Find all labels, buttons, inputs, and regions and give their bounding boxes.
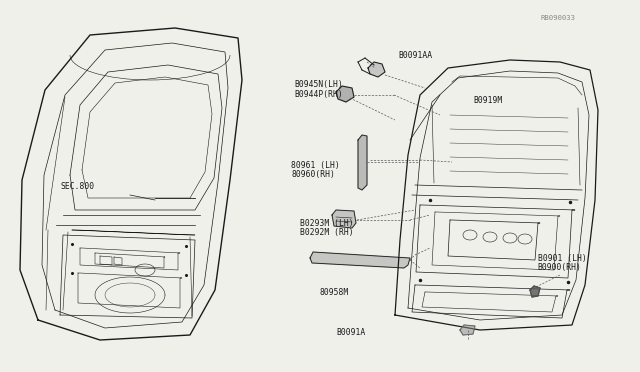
Polygon shape [530,286,540,297]
Text: 80960(RH): 80960(RH) [291,170,335,179]
Polygon shape [358,135,367,190]
Text: B0091A: B0091A [336,328,365,337]
Text: RB090033: RB090033 [541,15,576,21]
Polygon shape [310,252,410,268]
Text: B0901 (LH): B0901 (LH) [538,254,586,263]
Text: 80961 (LH): 80961 (LH) [291,161,340,170]
Text: B0292M (RH): B0292M (RH) [300,228,353,237]
Polygon shape [460,325,475,335]
Text: SEC.800: SEC.800 [61,182,95,190]
Text: B0293M (LH): B0293M (LH) [300,219,353,228]
Polygon shape [368,62,385,77]
Text: 80958M: 80958M [320,288,349,296]
Text: B0945N(LH): B0945N(LH) [294,80,343,89]
Text: B0919M: B0919M [474,96,503,105]
Text: B0900(RH): B0900(RH) [538,263,582,272]
Polygon shape [332,210,356,228]
Polygon shape [336,86,354,102]
Text: B0944P(RH): B0944P(RH) [294,90,343,99]
Text: B0091AA: B0091AA [398,51,432,60]
